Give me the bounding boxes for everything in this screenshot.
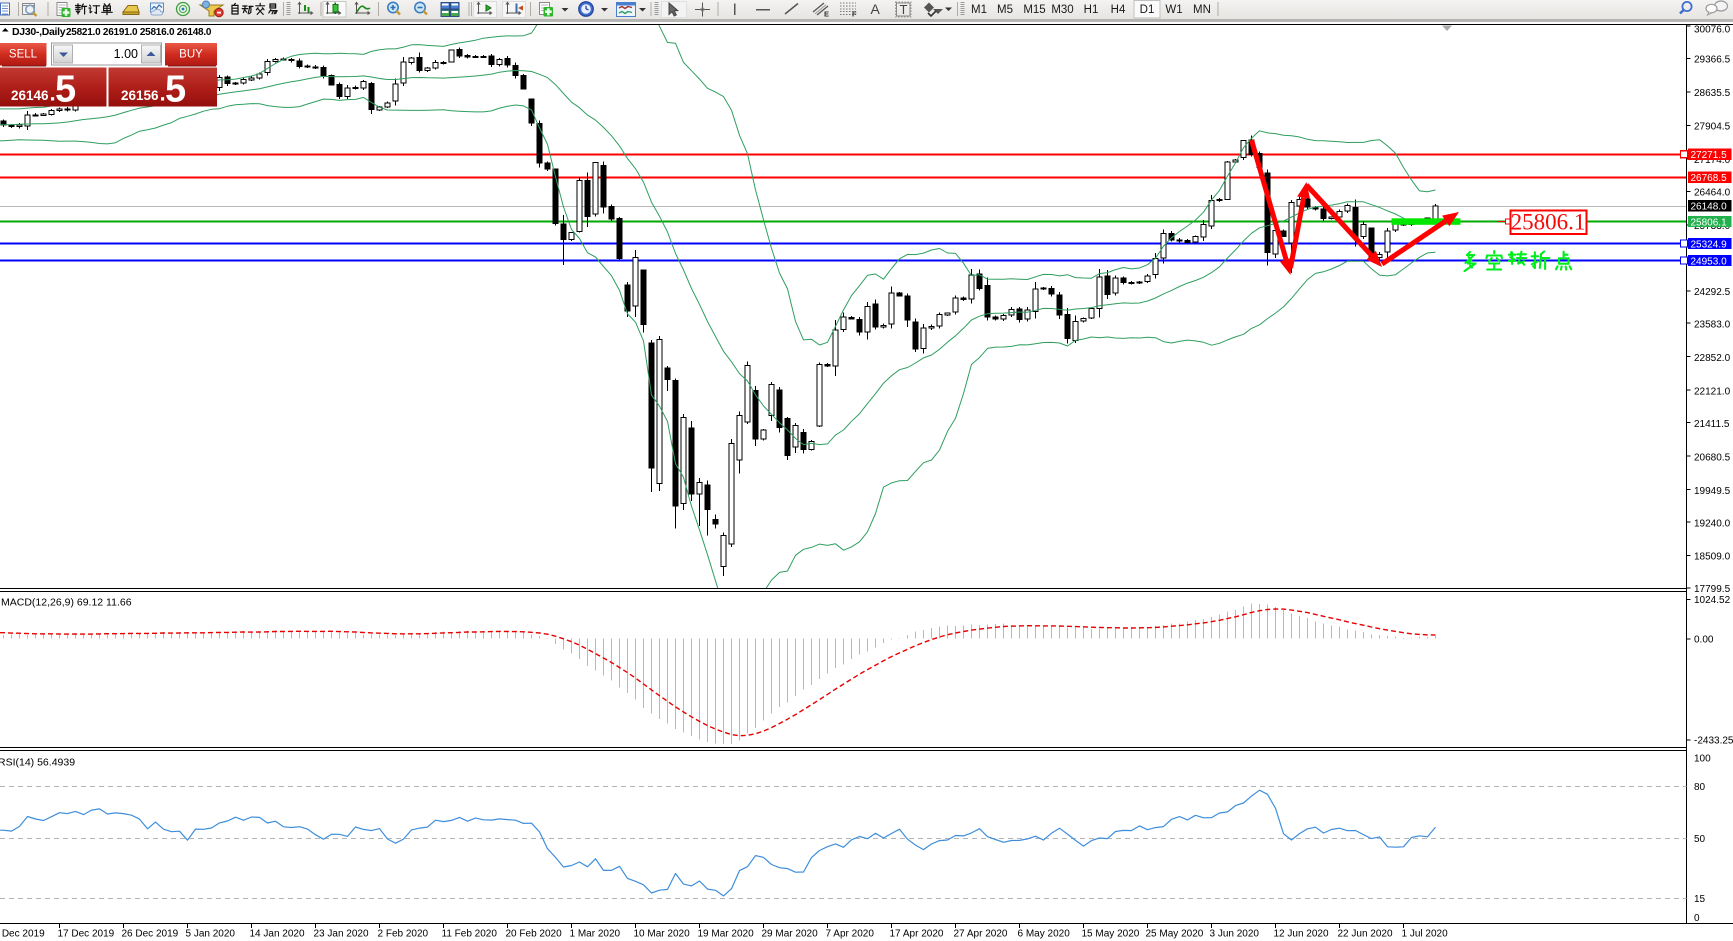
svg-text:30076.0: 30076.0 [1694, 25, 1731, 36]
svg-text:17799.5: 17799.5 [1694, 584, 1731, 595]
svg-text:29366.5: 29366.5 [1694, 55, 1731, 66]
svg-text:28635.5: 28635.5 [1694, 88, 1731, 99]
svg-text:5: 5 [165, 69, 186, 111]
svg-text:20680.5: 20680.5 [1694, 452, 1731, 463]
svg-text:26464.0: 26464.0 [1694, 188, 1731, 199]
svg-text:17 Apr 2020: 17 Apr 2020 [890, 929, 944, 940]
svg-text:E: E [824, 10, 829, 19]
svg-text:10 Mar 2020: 10 Mar 2020 [634, 929, 691, 940]
svg-text:80: 80 [1694, 782, 1706, 793]
svg-text:0.00: 0.00 [1694, 635, 1714, 646]
svg-text:MN: MN [1193, 4, 1211, 16]
svg-text:M5: M5 [997, 4, 1013, 16]
svg-text:24953.0: 24953.0 [1691, 256, 1728, 267]
svg-text:11 Feb 2020: 11 Feb 2020 [442, 929, 498, 940]
svg-text:27174.0: 27174.0 [1694, 155, 1731, 166]
svg-text:1024.52: 1024.52 [1694, 595, 1731, 606]
svg-text:7 Apr 2020: 7 Apr 2020 [826, 929, 875, 940]
svg-text:27904.5: 27904.5 [1694, 122, 1731, 133]
svg-text:19 Mar 2020: 19 Mar 2020 [698, 929, 755, 940]
svg-text:20 Feb 2020: 20 Feb 2020 [506, 929, 563, 940]
svg-text:1.00: 1.00 [114, 47, 138, 61]
svg-text:19240.0: 19240.0 [1694, 518, 1731, 529]
svg-text:15: 15 [1694, 894, 1706, 905]
svg-text:19949.5: 19949.5 [1694, 486, 1731, 497]
svg-text:50: 50 [1694, 834, 1706, 845]
svg-text:14 Jan 2020: 14 Jan 2020 [250, 929, 305, 940]
svg-text:21411.5: 21411.5 [1694, 419, 1730, 430]
svg-text:26156: 26156 [121, 88, 159, 103]
svg-text:23583.0: 23583.0 [1694, 319, 1731, 330]
svg-text:24292.5: 24292.5 [1694, 287, 1731, 298]
svg-text:M1: M1 [971, 4, 987, 16]
svg-text:H4: H4 [1111, 4, 1126, 16]
svg-text:D1: D1 [1140, 4, 1155, 16]
svg-text:M30: M30 [1051, 4, 1073, 16]
svg-text:100: 100 [1694, 754, 1711, 765]
svg-text:8 Dec 2019: 8 Dec 2019 [0, 929, 45, 940]
svg-text:6 May 2020: 6 May 2020 [1018, 929, 1071, 940]
svg-text:27271.5: 27271.5 [1691, 150, 1728, 161]
svg-text:25821.0 26191.0 25816.0 26148.: 25821.0 26191.0 25816.0 26148.0 [66, 27, 212, 38]
svg-text:DJ30-,Daily: DJ30-,Daily [12, 26, 66, 38]
svg-text:26146: 26146 [11, 88, 49, 103]
svg-text:M15: M15 [1023, 4, 1045, 16]
svg-text:22 Jun 2020: 22 Jun 2020 [1338, 929, 1393, 940]
svg-text:BUY: BUY [179, 49, 203, 61]
svg-text:W1: W1 [1165, 4, 1182, 16]
svg-text:22121.0: 22121.0 [1694, 386, 1731, 397]
svg-text:1 Jul 2020: 1 Jul 2020 [1402, 929, 1449, 940]
svg-text:29 Mar 2020: 29 Mar 2020 [762, 929, 819, 940]
svg-text:5 Jan 2020: 5 Jan 2020 [186, 929, 236, 940]
svg-text:18509.0: 18509.0 [1694, 552, 1731, 563]
svg-text:27 Apr 2020: 27 Apr 2020 [954, 929, 1008, 940]
svg-text:25 May 2020: 25 May 2020 [1146, 929, 1204, 940]
svg-text:3 Jun 2020: 3 Jun 2020 [1210, 929, 1260, 940]
svg-text:26768.5: 26768.5 [1691, 173, 1728, 184]
svg-text:H1: H1 [1084, 4, 1099, 16]
svg-text:A: A [871, 1, 881, 17]
svg-text:T: T [900, 2, 908, 17]
svg-text:23 Jan 2020: 23 Jan 2020 [314, 929, 369, 940]
svg-text:RSI(14) 56.4939: RSI(14) 56.4939 [0, 757, 75, 769]
svg-text:SELL: SELL [9, 49, 38, 61]
svg-text:17 Dec 2019: 17 Dec 2019 [58, 929, 115, 940]
svg-text:25806.1: 25806.1 [1691, 217, 1728, 228]
svg-text:0: 0 [1694, 913, 1700, 924]
svg-text:.: . [160, 81, 166, 106]
svg-text:5: 5 [55, 69, 76, 111]
svg-text:26148.0: 26148.0 [1691, 202, 1728, 213]
svg-text:.: . [50, 81, 56, 106]
svg-text:2 Feb 2020: 2 Feb 2020 [378, 929, 429, 940]
svg-text:F: F [852, 10, 857, 19]
svg-text:12 Jun 2020: 12 Jun 2020 [1274, 929, 1329, 940]
svg-text:22852.0: 22852.0 [1694, 353, 1731, 364]
svg-text:15 May 2020: 15 May 2020 [1082, 929, 1140, 940]
svg-text:-2433.25: -2433.25 [1694, 736, 1733, 747]
svg-text:25324.9: 25324.9 [1691, 239, 1728, 250]
svg-text:26 Dec 2019: 26 Dec 2019 [122, 929, 179, 940]
svg-text:MACD(12,26,9) 69.12 11.66: MACD(12,26,9) 69.12 11.66 [1, 597, 132, 609]
svg-text:25806.1: 25806.1 [1511, 210, 1586, 235]
svg-text:1 Mar 2020: 1 Mar 2020 [570, 929, 621, 940]
